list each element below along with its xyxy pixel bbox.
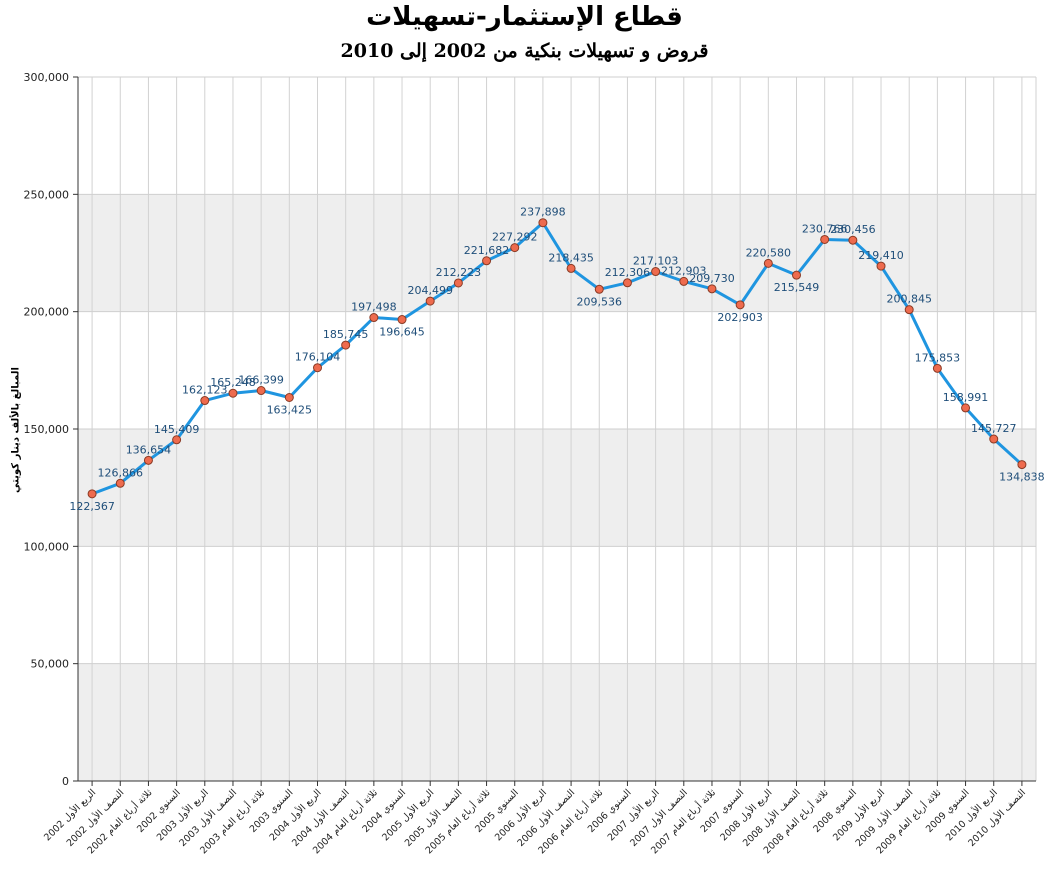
data-point [961, 403, 971, 413]
data-label: 166,399 [238, 374, 284, 387]
data-label: 215,549 [774, 281, 820, 294]
data-label: 122,367 [69, 500, 115, 513]
y-tick-label: 300,000 [24, 71, 70, 84]
data-point [425, 296, 435, 306]
data-label: 227,292 [492, 231, 538, 244]
data-point [848, 235, 858, 245]
data-point [792, 270, 801, 280]
data-label: 212,223 [436, 266, 482, 279]
data-point [989, 434, 999, 444]
data-point [820, 234, 830, 244]
data-point [679, 276, 689, 286]
data-point [143, 455, 153, 465]
data-point [566, 263, 576, 273]
data-point [707, 284, 717, 294]
chart-title: قطاع الإستثمار-تسهيلات [366, 2, 683, 32]
data-label: 230,456 [830, 223, 876, 236]
y-tick-label: 0 [62, 775, 69, 788]
data-point [763, 258, 773, 268]
data-label: 202,903 [717, 311, 763, 324]
plot-band [78, 546, 1036, 664]
data-label: 197,498 [351, 301, 397, 314]
data-point [284, 392, 294, 402]
data-label: 221,682 [464, 244, 510, 257]
data-point [1017, 460, 1027, 470]
data-label: 217,103 [633, 255, 679, 268]
plot-band [78, 77, 1036, 195]
data-point [594, 284, 604, 294]
data-label: 212,306 [605, 266, 651, 279]
series-line [90, 221, 1024, 496]
data-point [735, 300, 745, 310]
data-point [341, 340, 351, 350]
data-point [87, 489, 97, 499]
y-tick-label: 250,000 [24, 188, 70, 201]
data-label: 209,536 [577, 295, 623, 308]
y-tick-label: 50,000 [31, 658, 70, 671]
data-point [482, 256, 492, 266]
data-label: 134,838 [999, 471, 1045, 484]
data-point [200, 396, 210, 406]
data-point [538, 218, 548, 228]
data-label: 219,410 [858, 249, 904, 262]
data-point [453, 278, 463, 288]
data-label: 136,654 [126, 443, 172, 456]
data-label: 162,123 [182, 384, 228, 397]
data-point [256, 386, 266, 396]
data-label: 176,104 [295, 351, 341, 364]
data-label: 209,730 [689, 272, 735, 285]
data-label: 220,580 [746, 246, 792, 259]
data-point [651, 267, 661, 277]
y-tick-label: 100,000 [24, 540, 70, 553]
data-point [876, 261, 886, 271]
plot-band [78, 194, 1036, 312]
data-point [510, 243, 520, 253]
data-label: 212,903 [661, 264, 707, 277]
data-label: 126,866 [98, 466, 144, 479]
plot-band [78, 311, 1036, 429]
data-point [115, 478, 125, 488]
data-label: 175,853 [915, 351, 961, 364]
data-label: 163,425 [267, 403, 313, 416]
data-label: 158,991 [943, 391, 989, 404]
data-label: 230,766 [802, 222, 848, 235]
data-point [622, 278, 632, 288]
data-label: 237,898 [520, 206, 566, 219]
data-label: 185,745 [323, 328, 369, 341]
plot-band [78, 663, 1036, 781]
data-label: 196,645 [379, 326, 425, 339]
y-tick-label: 150,000 [24, 423, 70, 436]
data-point [397, 315, 407, 325]
chart-subtitle: قروض و تسهيلات بنكية من 2002 إلى 2010 [340, 40, 709, 62]
data-point [228, 388, 238, 398]
data-label: 200,845 [886, 293, 932, 306]
data-point [904, 305, 914, 315]
data-label: 204,499 [407, 284, 453, 297]
plot-band [78, 429, 1036, 547]
y-tick-label: 200,000 [24, 306, 70, 319]
data-label: 145,727 [971, 422, 1017, 435]
data-label: 218,435 [548, 251, 594, 264]
data-point [369, 313, 379, 323]
data-label: 145,409 [154, 423, 200, 436]
data-point [172, 435, 182, 445]
data-point [313, 363, 322, 373]
data-point [932, 363, 942, 373]
data-label: 165,248 [210, 376, 256, 389]
